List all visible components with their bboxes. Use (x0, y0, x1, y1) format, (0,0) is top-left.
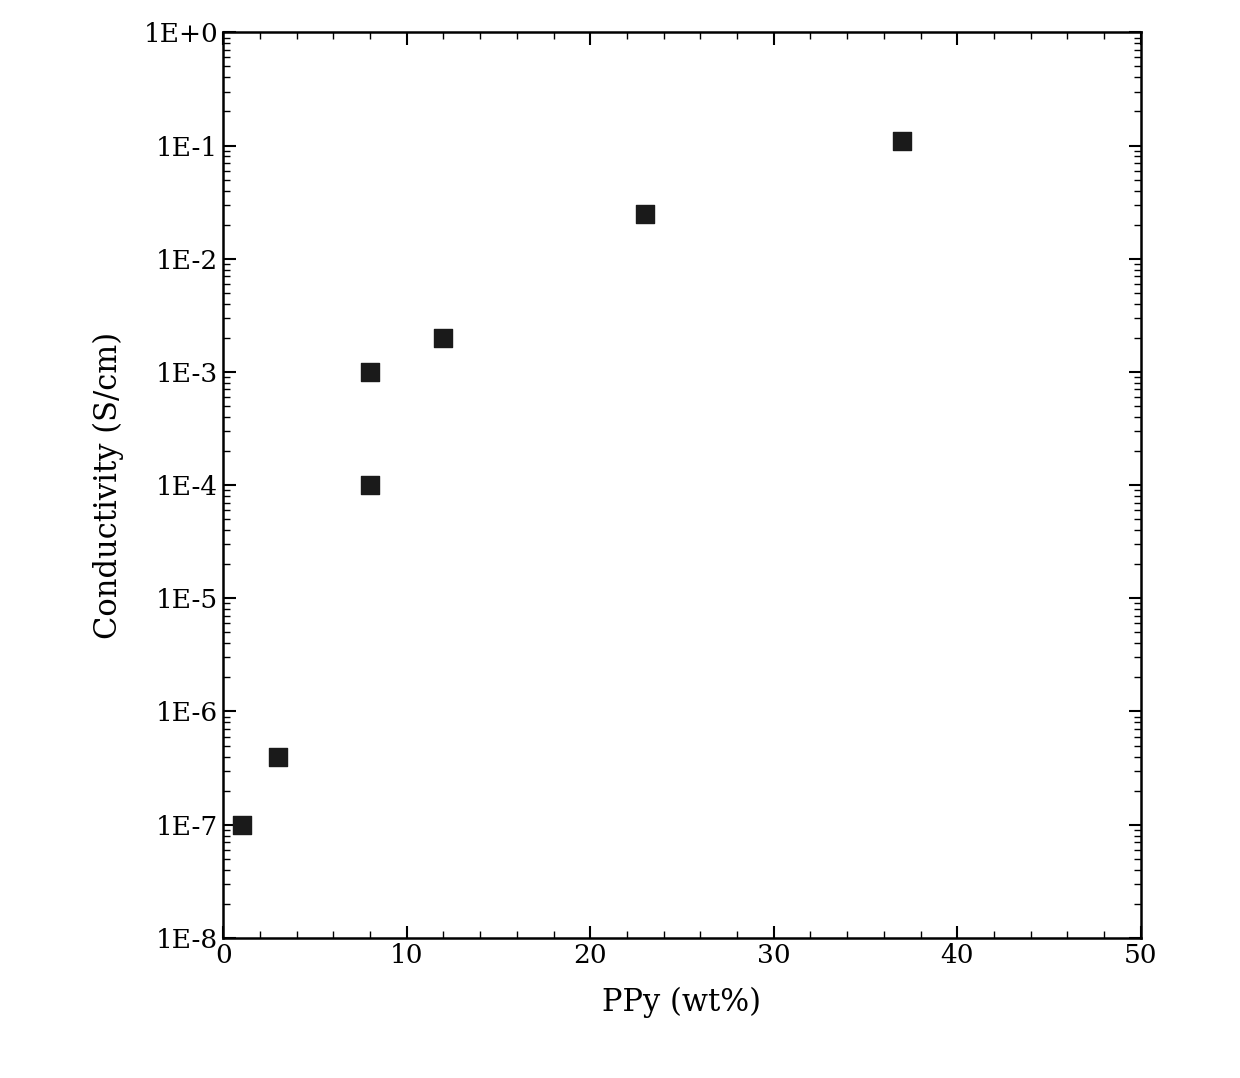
Point (232, 816, 252, 833)
Point (360, 476, 379, 494)
Point (268, 748, 288, 765)
Point (360, 363, 379, 381)
Point (893, 133, 913, 150)
X-axis label: PPy (wt%): PPy (wt%) (603, 987, 761, 1019)
Y-axis label: Conductivity (S/cm): Conductivity (S/cm) (93, 332, 124, 638)
Point (434, 329, 454, 346)
Point (635, 205, 655, 222)
